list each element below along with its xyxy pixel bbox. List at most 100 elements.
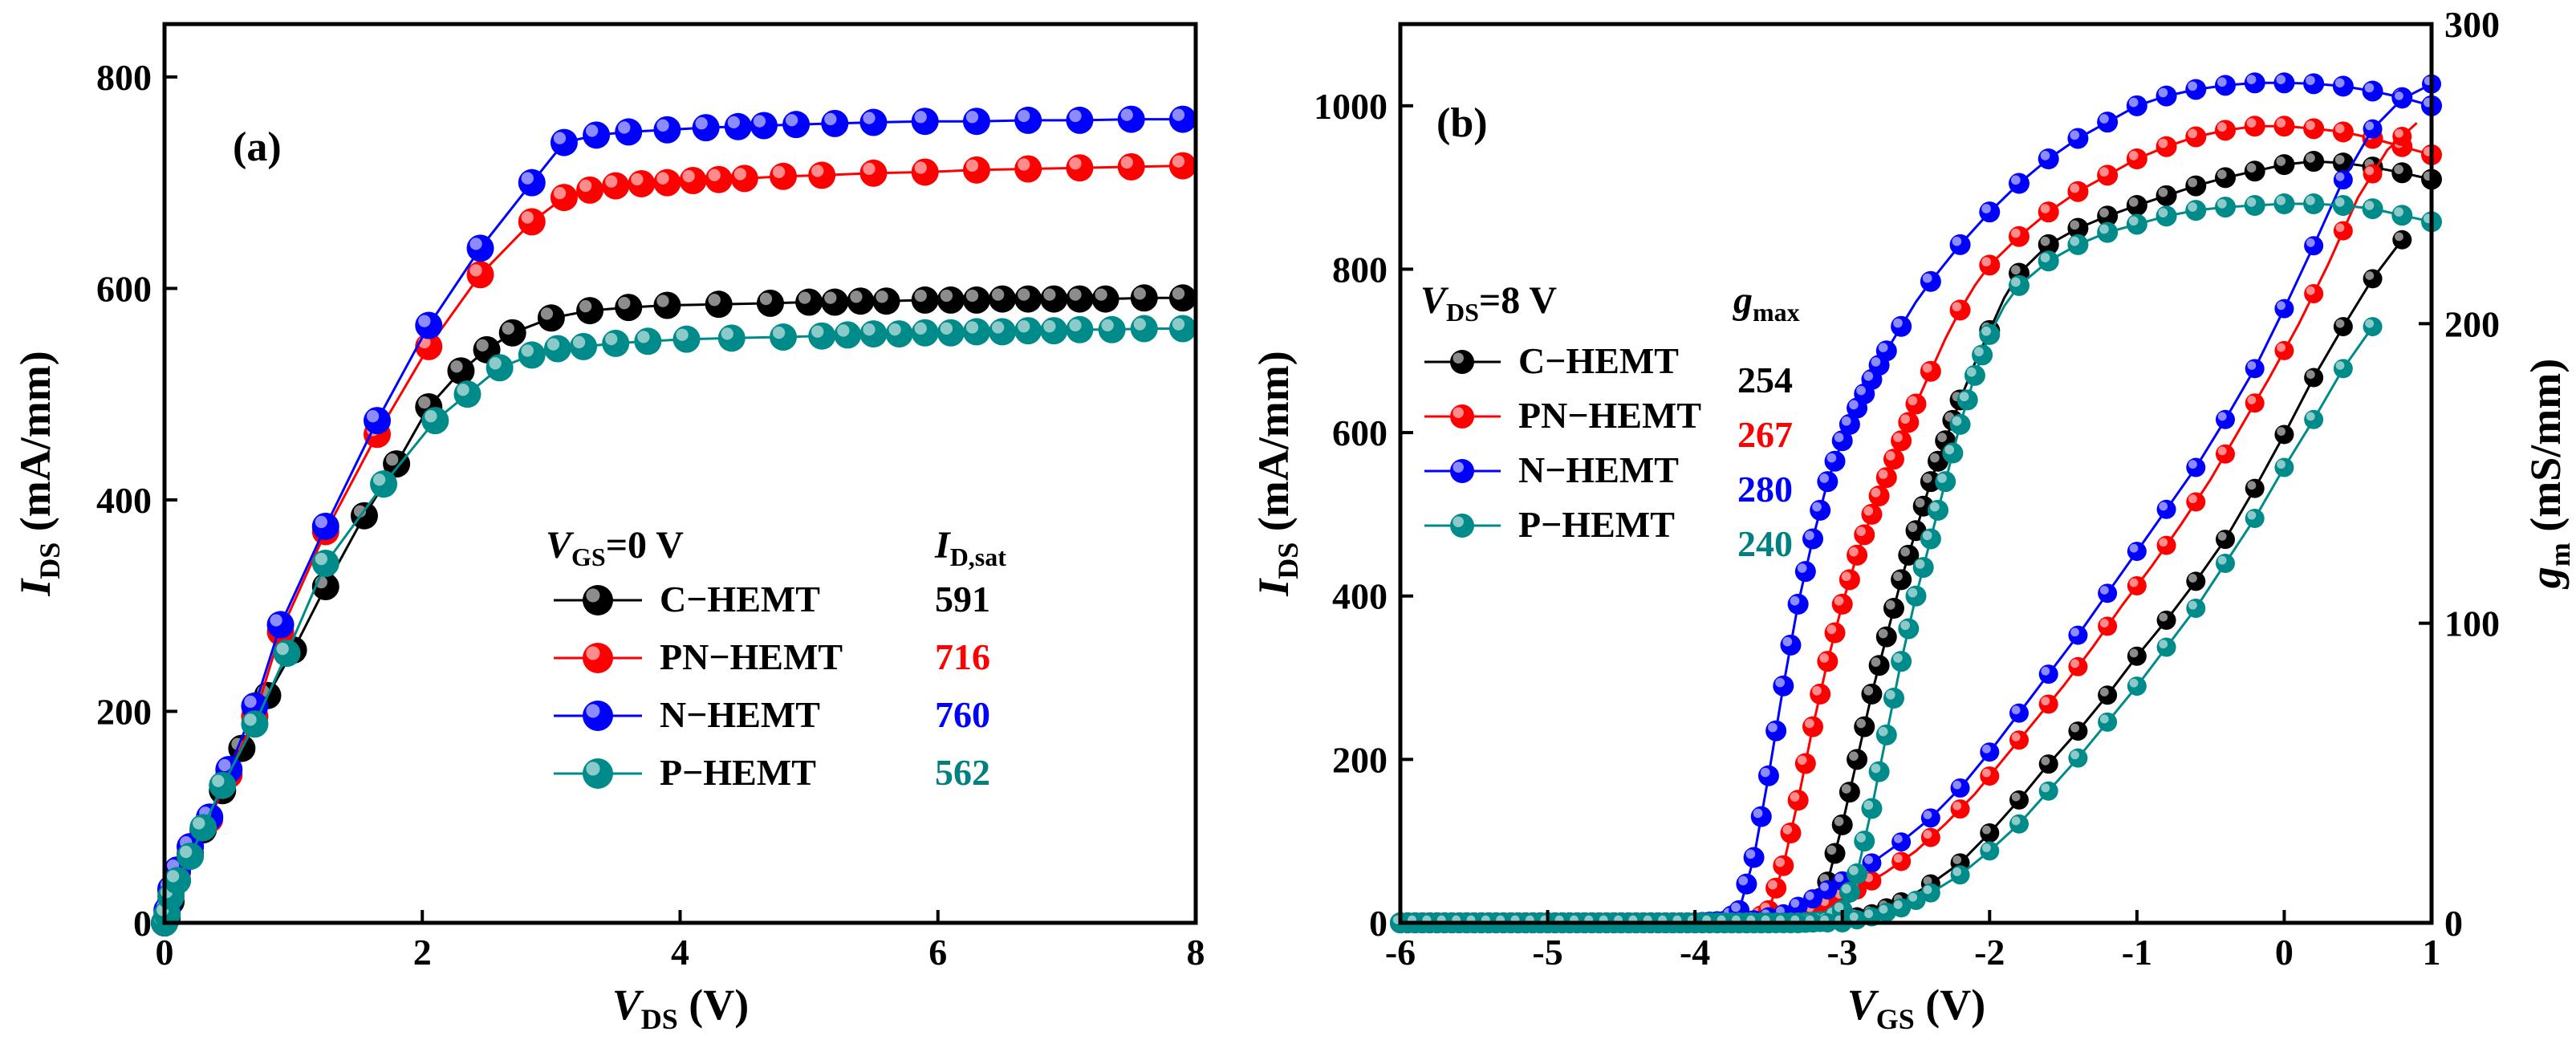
ids-point [2009, 173, 2030, 194]
ids-point [1875, 340, 1897, 362]
gm-point [1980, 766, 2000, 786]
data-point [770, 162, 797, 190]
gm-point [1803, 889, 1822, 909]
data-point [750, 112, 778, 140]
legend-condition: VGS=0 V [546, 524, 684, 571]
legend-value: 591 [935, 579, 990, 619]
ids-point [1875, 467, 1897, 489]
y-tick-label: 200 [96, 691, 152, 732]
ids-point [1861, 798, 1883, 819]
ids-point [1824, 622, 1846, 644]
data-point [724, 112, 752, 140]
y2-tick-label: 0 [2444, 903, 2463, 944]
ids-point [1787, 790, 1809, 811]
gm-point [2098, 712, 2118, 732]
legend-value: 267 [1737, 414, 1793, 455]
gm-point [2245, 359, 2265, 379]
gm-point [2216, 554, 2235, 573]
data-point [770, 323, 797, 351]
legend-value: 254 [1737, 360, 1793, 400]
legend-value: 240 [1737, 523, 1793, 564]
data-point [821, 109, 849, 137]
ids-point [2126, 213, 2147, 235]
ids-point [2185, 200, 2207, 221]
ids-point [1898, 618, 1920, 640]
gm-point [2098, 583, 2118, 603]
data-point [164, 867, 192, 895]
x-tick-label: -4 [1680, 932, 1710, 973]
ids-point [2215, 120, 2236, 141]
panel-a-chart: 0 2 4 6 8 0 200 400 600 800 (a) VGS=0 V ID,sat C−HE… [11, 22, 1205, 1035]
data-point [518, 169, 546, 197]
ids-point [2067, 181, 2089, 202]
ids-point [2391, 162, 2413, 184]
data-point [1014, 285, 1042, 313]
gm-point [2068, 656, 2088, 676]
data-point [808, 161, 836, 189]
gm-point [2274, 340, 2294, 360]
data-point [821, 288, 849, 316]
ids-point [2097, 205, 2119, 227]
data-point [653, 116, 681, 144]
gm-point [1920, 883, 1940, 903]
gm-point [1891, 832, 1912, 852]
panel-b-chart: -6 -5 -4 -3 -2 -1 0 102004006008001000010020030… [1249, 4, 2576, 1035]
data-point [383, 450, 411, 478]
legend-item-pn-hemt: PN−HEMT 716 [554, 636, 990, 677]
ids-point [1883, 598, 1904, 619]
data-point [1014, 317, 1042, 345]
legend-marker [1450, 404, 1474, 429]
ids-point [2332, 152, 2354, 174]
ids-point [2126, 148, 2147, 169]
data-point [782, 111, 811, 139]
ids-point [2155, 136, 2177, 157]
gm-point [2186, 457, 2206, 477]
data-point [370, 470, 398, 498]
ids-point [1757, 765, 1779, 786]
legend-label: N−HEMT [1518, 449, 1679, 490]
legend-label: PN−HEMT [660, 636, 843, 677]
gm-point [1862, 853, 1882, 873]
legend-value-header: ID,sat [934, 524, 1006, 571]
ids-point [1898, 544, 1920, 566]
ids-point [2362, 198, 2383, 220]
ids-point [2362, 80, 2383, 102]
data-point [653, 291, 681, 319]
panel-a-marks [151, 105, 1197, 936]
data-point [1066, 315, 1094, 343]
gm-point [1818, 879, 1838, 900]
ids-point [1949, 234, 1971, 255]
data-point [543, 335, 571, 363]
ids-point [2097, 112, 2119, 133]
gm-point [2304, 236, 2324, 256]
x-tick-label: 4 [671, 932, 689, 973]
legend-label: P−HEMT [1518, 504, 1675, 545]
ids-point [1972, 344, 1993, 366]
data-point [498, 319, 526, 347]
data-point [466, 234, 494, 262]
ids-point [2185, 126, 2207, 148]
legend-item-pn-hemt: PN−HEMT 267 [1424, 395, 1793, 455]
y-tick-label: 600 [96, 268, 152, 309]
ids-point [1831, 593, 1853, 615]
data-point [962, 108, 990, 136]
gm-point [2304, 284, 2324, 303]
data-point [911, 319, 939, 347]
ids-point [1920, 471, 1941, 493]
data-point [273, 640, 301, 667]
data-point [808, 322, 836, 350]
data-point [1168, 152, 1197, 180]
data-point [447, 357, 475, 385]
gm-point [1950, 799, 1970, 819]
data-point [537, 304, 565, 332]
data-point [209, 771, 237, 799]
data-point [602, 172, 630, 200]
gm-point [1950, 865, 1970, 885]
ids-point [2009, 225, 2030, 247]
data-point [628, 169, 656, 197]
x-tick-label: -1 [2122, 932, 2152, 973]
ids-point [2038, 148, 2059, 169]
y-tick-label: 1000 [1314, 86, 1388, 127]
data-point [756, 289, 784, 317]
